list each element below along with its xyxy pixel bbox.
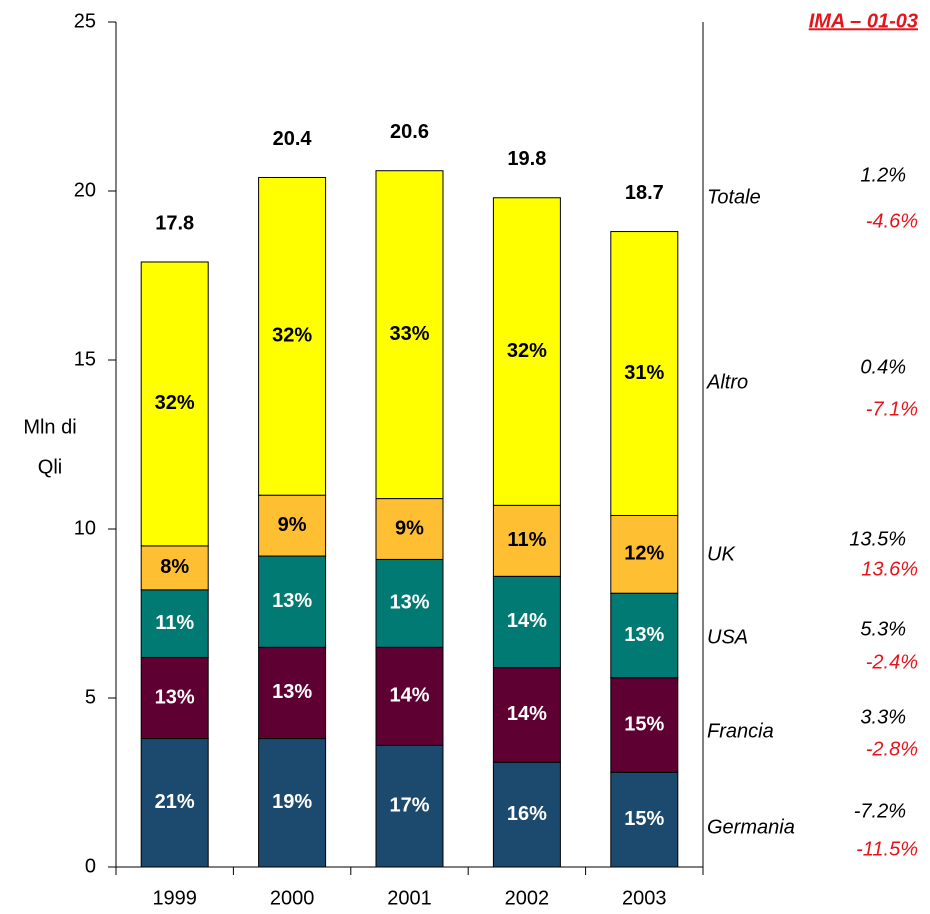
bar-segment xyxy=(610,771,679,868)
bar-segment xyxy=(492,667,561,763)
x-tick-label: 2003 xyxy=(622,887,667,909)
x-tick-label: 2002 xyxy=(505,887,550,909)
bar-segment xyxy=(375,170,444,500)
segment-label: 13% xyxy=(624,624,664,646)
segment-label: 15% xyxy=(624,808,664,830)
bar-segment xyxy=(140,656,209,740)
segment-label: 15% xyxy=(624,713,664,735)
segment-label: 14% xyxy=(507,703,547,725)
bar-segment xyxy=(258,555,327,648)
series-name: USA xyxy=(707,626,748,648)
bar-segment xyxy=(610,231,679,516)
bar-segment xyxy=(375,498,444,560)
segment-label: 17% xyxy=(389,794,429,816)
growth-label: 0.4% xyxy=(860,356,906,378)
segment-label: 13% xyxy=(389,592,429,614)
segment-label: 12% xyxy=(624,543,664,565)
total-label: 20.6 xyxy=(390,121,429,143)
bar-segment xyxy=(258,738,327,868)
x-tick-label: 2000 xyxy=(270,887,315,909)
growth-label: -7.2% xyxy=(854,800,906,822)
growth-label: -2.4% xyxy=(866,651,918,673)
bar-segment xyxy=(258,176,327,496)
chart-title: IMA – 01-03 xyxy=(809,10,918,32)
bar-segment xyxy=(492,575,561,669)
growth-label: 13.5% xyxy=(849,528,906,550)
bar-segment xyxy=(492,504,561,577)
segment-label: 31% xyxy=(624,362,664,384)
total-label: 17.8 xyxy=(155,212,194,234)
bar-segment xyxy=(492,197,561,506)
growth-label: -2.8% xyxy=(866,738,918,760)
bar-segment xyxy=(140,589,209,658)
bar-segment xyxy=(375,744,444,868)
segment-label: 16% xyxy=(507,803,547,825)
total-label: 18.7 xyxy=(625,182,664,204)
segment-label: 14% xyxy=(389,685,429,707)
segment-label: 11% xyxy=(507,529,546,551)
growth-label: 3.3% xyxy=(860,706,906,728)
segment-label: 9% xyxy=(395,517,424,539)
segment-label: 14% xyxy=(507,610,547,632)
bar-segment xyxy=(140,545,209,591)
y-tick-label: 5 xyxy=(85,686,96,708)
growth-label: -4.6% xyxy=(866,210,918,232)
segment-label: 19% xyxy=(272,791,312,813)
bar-segment xyxy=(375,646,444,746)
segment-label: 8% xyxy=(160,556,189,578)
series-name: Germania xyxy=(707,816,795,838)
segment-label: 13% xyxy=(272,590,312,612)
y-tick-label: 15 xyxy=(74,348,96,370)
y-tick-label: 10 xyxy=(74,517,96,539)
segment-label: 11% xyxy=(155,612,194,634)
segment-label: 32% xyxy=(155,392,195,414)
y-tick-label: 0 xyxy=(85,855,96,877)
segment-label: 9% xyxy=(278,514,307,536)
y-tick-label: 20 xyxy=(74,179,96,201)
bar-segment xyxy=(610,677,679,773)
total-label: 20.4 xyxy=(273,128,313,150)
growth-label: -11.5% xyxy=(856,838,918,860)
segment-label: 21% xyxy=(155,791,195,813)
bar-segment xyxy=(492,761,561,868)
bar-segment xyxy=(258,494,327,557)
growth-label: 5.3% xyxy=(860,618,906,640)
series-name: UK xyxy=(707,543,736,565)
x-tick-label: 1999 xyxy=(152,887,197,909)
total-label: 19.8 xyxy=(507,148,546,170)
bar-segment xyxy=(140,261,209,547)
bar-segment xyxy=(610,514,679,594)
growth-label: 1.2% xyxy=(860,164,906,186)
series-name: Altro xyxy=(706,371,748,393)
total-name: Totale xyxy=(707,186,761,208)
segment-label: 13% xyxy=(155,686,195,708)
segment-label: 32% xyxy=(507,340,547,362)
growth-label: -7.1% xyxy=(866,398,918,420)
bar-segment xyxy=(375,558,444,648)
y-axis-label: Mln di xyxy=(23,416,76,438)
y-axis-label: Qli xyxy=(38,456,62,478)
series-name: Francia xyxy=(707,720,774,742)
segment-label: 32% xyxy=(272,325,312,347)
segment-label: 13% xyxy=(272,681,312,703)
bar-segment xyxy=(140,738,209,868)
growth-label: 13.6% xyxy=(861,558,918,580)
x-tick-label: 2001 xyxy=(387,887,432,909)
y-tick-label: 25 xyxy=(74,10,96,32)
segment-label: 33% xyxy=(389,323,429,345)
bar-segment xyxy=(610,592,679,679)
